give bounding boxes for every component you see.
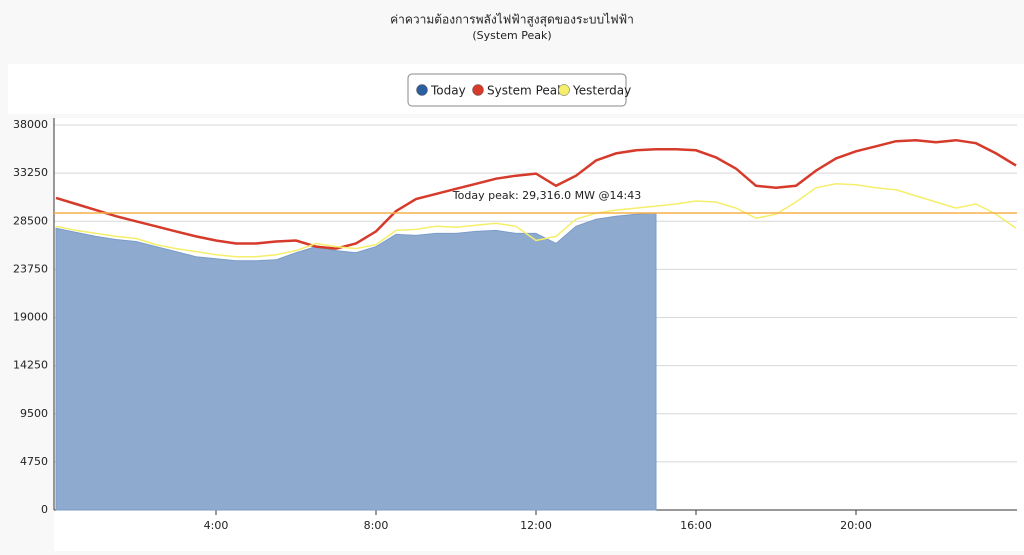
x-tick-label: 4:00 bbox=[204, 519, 229, 532]
legend-label: Yesterday bbox=[572, 84, 631, 98]
legend-marker bbox=[416, 84, 428, 96]
y-tick-label: 9500 bbox=[20, 407, 48, 420]
x-tick-label: 16:00 bbox=[680, 519, 712, 532]
y-tick-label: 23750 bbox=[13, 262, 48, 275]
legend: Today System Peak Yesterday bbox=[416, 84, 632, 98]
series-line bbox=[55, 183, 1017, 258]
legend-marker bbox=[472, 84, 484, 96]
x-tick-label: 8:00 bbox=[364, 519, 389, 532]
y-tick-label: 28500 bbox=[13, 214, 48, 227]
chart-title: ค่าความต้องการพลังไฟฟ้าสูงสุดของระบบไฟฟ้… bbox=[390, 13, 634, 28]
legend-box bbox=[407, 73, 627, 107]
x-tick-label: 12:00 bbox=[520, 519, 552, 532]
y-tick-label: 38000 bbox=[13, 118, 48, 131]
legend-label: Today bbox=[430, 84, 466, 98]
y-tick-label: 14250 bbox=[13, 359, 48, 372]
series-area bbox=[55, 212, 657, 511]
x-tick-label: 20:00 bbox=[840, 519, 872, 532]
y-tick-label: 19000 bbox=[13, 311, 48, 324]
y-tick-label: 4750 bbox=[20, 455, 48, 468]
y-tick-label: 33250 bbox=[13, 166, 48, 179]
legend-label: System Peak bbox=[487, 84, 564, 98]
legend-item[interactable]: Yesterday bbox=[558, 84, 632, 98]
series-line bbox=[55, 138, 1017, 250]
legend-item[interactable]: System Peak bbox=[472, 84, 565, 98]
legend-marker bbox=[558, 84, 570, 96]
peak-label: Today peak: 29,316.0 MW @14:43 bbox=[452, 189, 641, 202]
y-tick-label: 0 bbox=[41, 503, 48, 516]
legend-item[interactable]: Today bbox=[416, 84, 466, 98]
chart-subtitle: (System Peak) bbox=[472, 29, 551, 42]
